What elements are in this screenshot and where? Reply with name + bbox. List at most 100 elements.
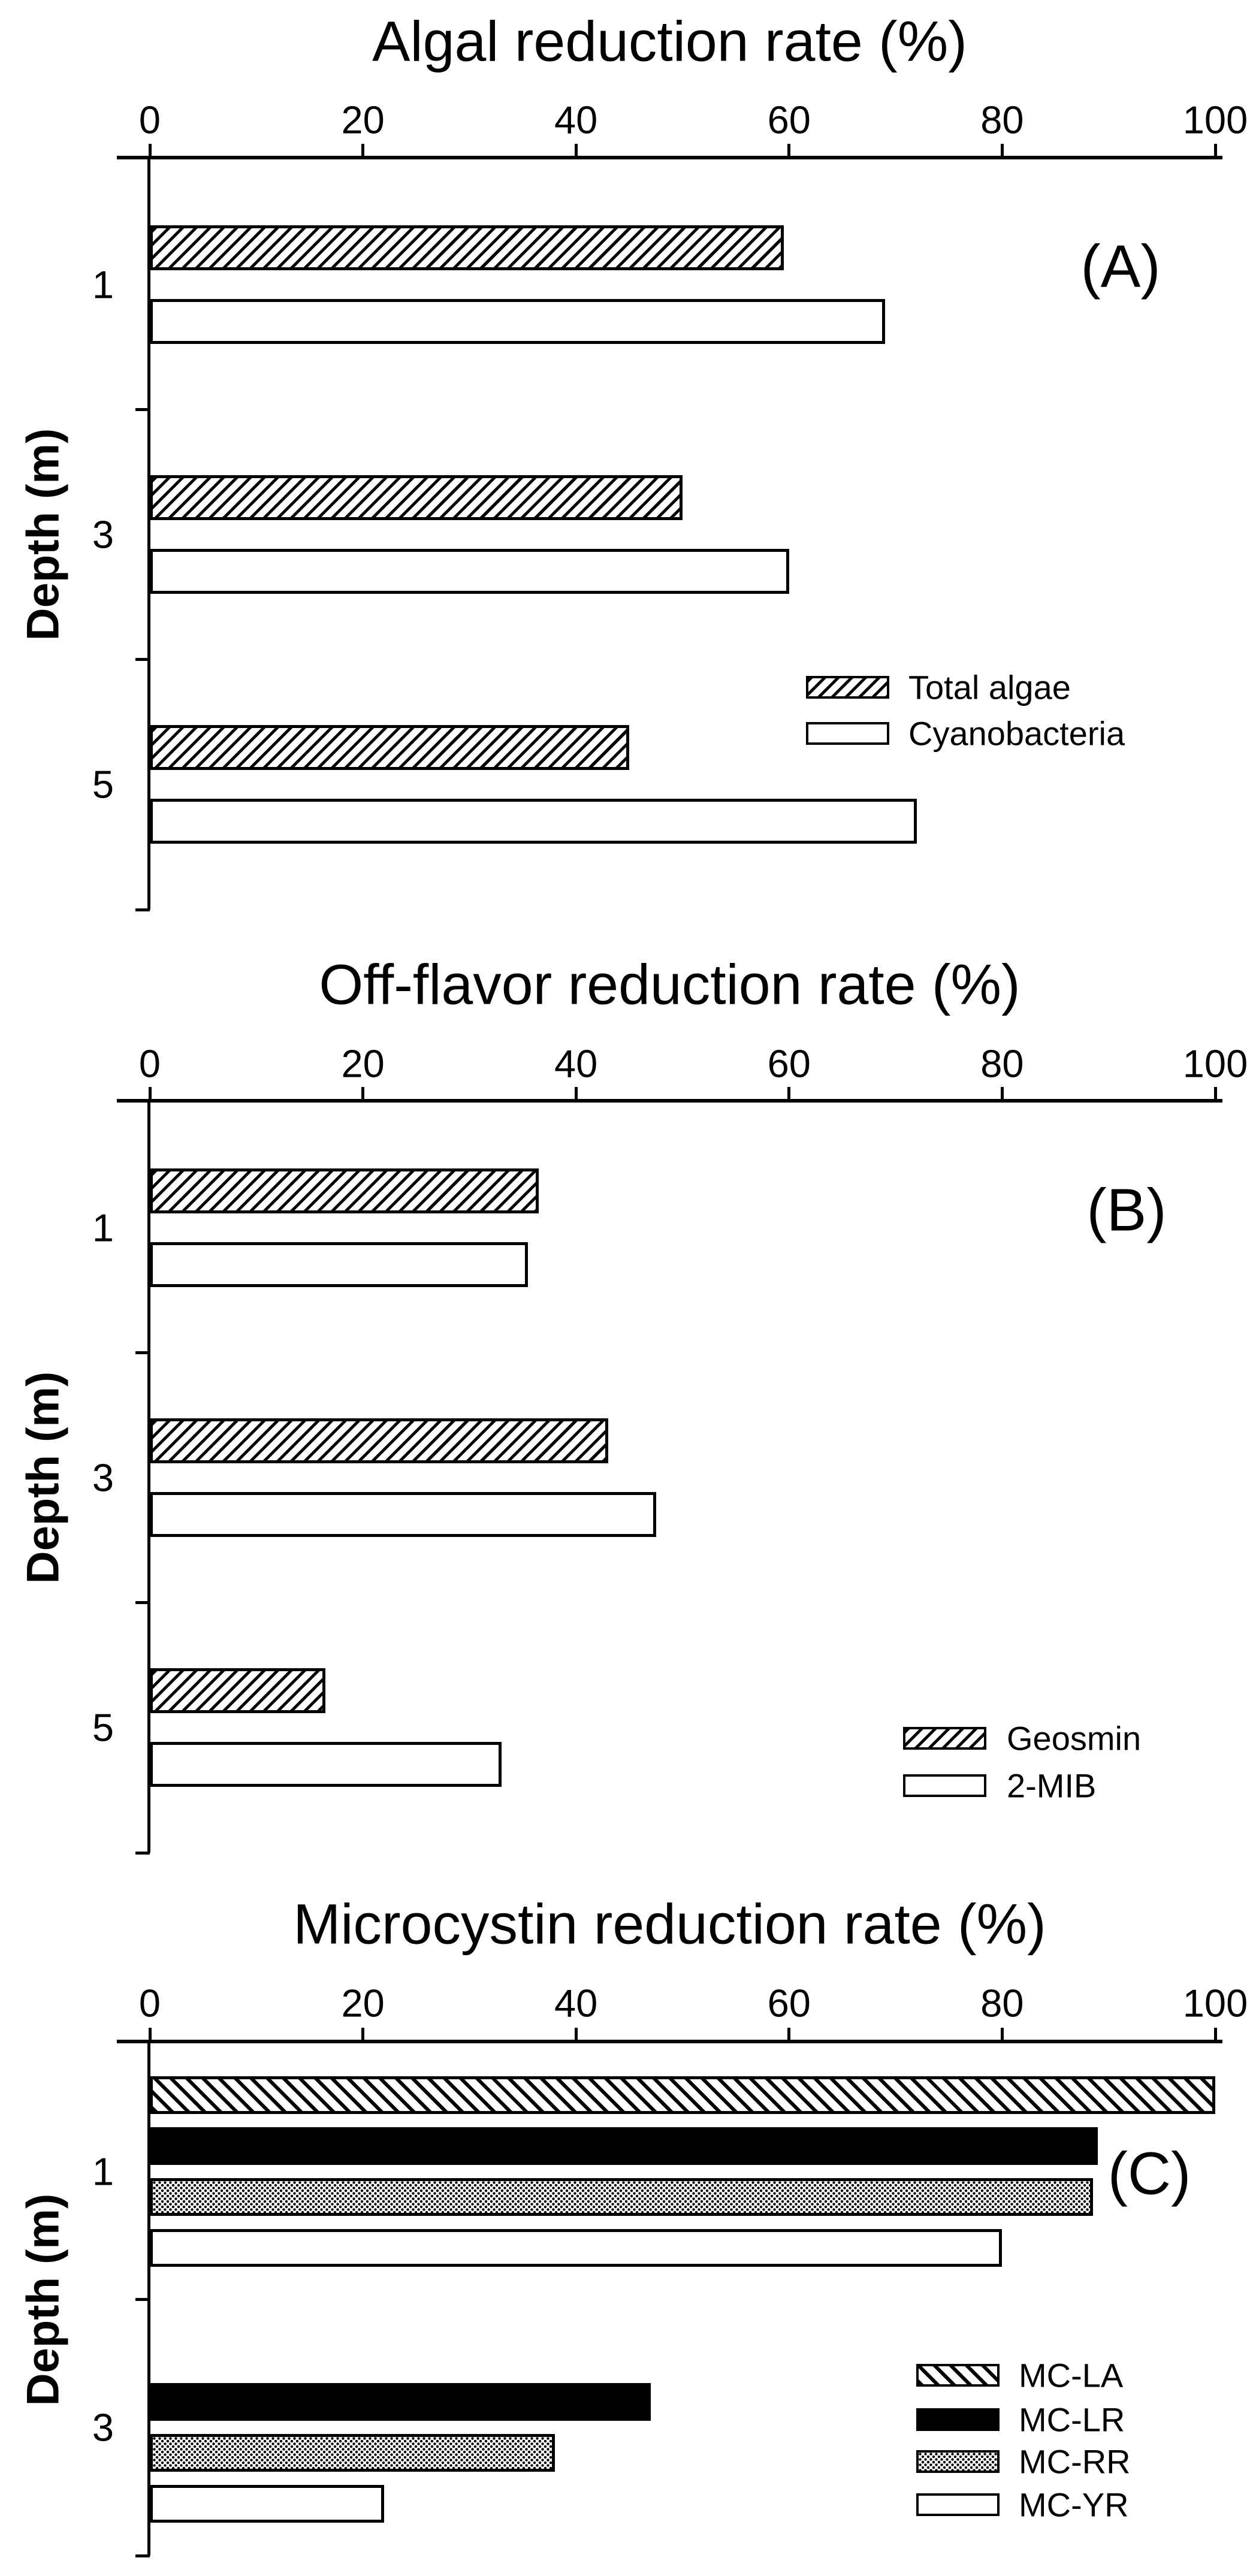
y-tick-label: 3	[92, 1455, 114, 1500]
x-tick-label: 40	[554, 1041, 598, 1086]
bar-mc-lr-depth-1	[150, 2127, 1098, 2165]
y-axis-tick	[135, 1851, 150, 1855]
x-tick-label: 80	[980, 1981, 1024, 2025]
legend-swatch-geosmin	[903, 1727, 986, 1750]
legend-label: MC-YR	[1019, 2486, 1129, 2524]
legend-label: MC-LR	[1019, 2400, 1125, 2439]
legend-label: MC-RR	[1019, 2442, 1131, 2481]
x-axis-tick	[361, 144, 365, 156]
y-axis-tick	[135, 658, 150, 662]
legend-swatch-mc-lr	[916, 2408, 1000, 2431]
x-tick-label: 0	[138, 1981, 161, 2025]
legend-label: 2-MIB	[1007, 1766, 1097, 1805]
x-axis-tick	[574, 144, 578, 156]
chart-title: Algal reduction rate (%)	[372, 10, 967, 74]
x-axis-line	[117, 1099, 1222, 1103]
bar-total-algae-depth-3	[150, 475, 683, 520]
x-tick-label: 80	[980, 1041, 1024, 1086]
legend-label: Cyanobacteria	[908, 714, 1125, 753]
x-axis-line	[117, 156, 1222, 159]
x-axis-tick	[1213, 1087, 1217, 1099]
bar-mc-la-depth-1	[150, 2076, 1215, 2114]
bar-mc-yr-depth-3	[150, 2485, 385, 2523]
bar-geosmin-depth-1	[150, 1168, 539, 1213]
legend-swatch-cyanobacteria	[806, 722, 889, 745]
y-axis-tick	[135, 407, 150, 411]
bar-2-mib-depth-5	[150, 1742, 502, 1787]
x-tick-label: 40	[554, 98, 598, 142]
panel-label: (C)	[1107, 2140, 1191, 2207]
legend-label: Total algae	[908, 668, 1071, 706]
y-tick-label: 1	[92, 262, 114, 307]
legend-swatch-mc-la	[916, 2364, 1000, 2387]
y-axis-title: Depth (m)	[17, 1371, 69, 1584]
x-tick-label: 60	[767, 98, 811, 142]
y-axis-tick	[135, 1601, 150, 1605]
x-axis-tick	[787, 1087, 791, 1099]
y-axis-line	[147, 159, 150, 910]
x-axis-line	[117, 2040, 1222, 2043]
x-axis-tick	[787, 2028, 791, 2040]
x-axis-tick	[148, 2028, 152, 2040]
y-axis-tick	[135, 908, 150, 911]
y-tick-label: 5	[92, 1705, 114, 1750]
x-tick-label: 0	[138, 98, 161, 142]
bar-mc-yr-depth-1	[150, 2228, 1003, 2267]
y-tick-label: 1	[92, 1206, 114, 1250]
x-axis-tick	[1213, 2028, 1217, 2040]
panel-label: (B)	[1086, 1176, 1167, 1244]
x-tick-label: 20	[341, 1041, 385, 1086]
y-axis-tick	[135, 1351, 150, 1354]
legend-swatch-mc-yr	[916, 2493, 1000, 2516]
bar-total-algae-depth-5	[150, 725, 630, 771]
x-axis-tick	[148, 1087, 152, 1099]
bar-cyanobacteria-depth-1	[150, 298, 885, 344]
y-axis-title: Depth (m)	[17, 428, 69, 641]
legend-label: Geosmin	[1007, 1719, 1142, 1757]
legend-swatch-total-algae	[806, 676, 889, 699]
x-axis-tick	[1213, 144, 1217, 156]
x-axis-tick	[574, 2028, 578, 2040]
chart-title: Off-flavor reduction rate (%)	[319, 953, 1021, 1017]
x-axis-tick	[1000, 2028, 1004, 2040]
x-axis-tick	[361, 2028, 365, 2040]
bar-geosmin-depth-3	[150, 1418, 608, 1463]
x-axis-tick	[574, 1087, 578, 1099]
legend-swatch-mc-rr	[916, 2450, 1000, 2473]
y-axis-tick	[135, 2554, 150, 2557]
bar-cyanobacteria-depth-3	[150, 549, 789, 594]
bar-2-mib-depth-1	[150, 1242, 529, 1287]
x-tick-label: 100	[1182, 1041, 1248, 1086]
x-tick-label: 60	[767, 1041, 811, 1086]
bar-mc-rr-depth-3	[150, 2434, 555, 2472]
bar-mc-rr-depth-1	[150, 2178, 1093, 2216]
x-tick-label: 20	[341, 98, 385, 142]
bar-2-mib-depth-3	[150, 1492, 656, 1537]
x-axis-tick	[361, 1087, 365, 1099]
x-tick-label: 20	[341, 1981, 385, 2025]
x-axis-tick	[1000, 144, 1004, 156]
y-axis-title: Depth (m)	[17, 2193, 69, 2406]
x-axis-tick	[1000, 1087, 1004, 1099]
bar-total-algae-depth-1	[150, 225, 784, 270]
x-tick-label: 40	[554, 1981, 598, 2025]
chart-title: Microcystin reduction rate (%)	[293, 1892, 1046, 1956]
legend-swatch-2-mib	[903, 1774, 986, 1797]
x-tick-label: 100	[1182, 98, 1248, 142]
y-axis-tick	[135, 2298, 150, 2301]
x-tick-label: 0	[138, 1041, 161, 1086]
panel-label: (A)	[1080, 232, 1161, 300]
y-axis-line	[147, 1103, 150, 1853]
y-tick-label: 3	[92, 512, 114, 557]
bar-geosmin-depth-5	[150, 1668, 326, 1714]
x-axis-tick	[148, 144, 152, 156]
bar-mc-lr-depth-3	[150, 2383, 651, 2421]
bar-cyanobacteria-depth-5	[150, 799, 917, 844]
x-axis-tick	[787, 144, 791, 156]
x-tick-label: 80	[980, 98, 1024, 142]
y-tick-label: 3	[92, 2405, 114, 2450]
y-tick-label: 1	[92, 2149, 114, 2194]
x-tick-label: 100	[1182, 1981, 1248, 2025]
y-tick-label: 5	[92, 762, 114, 807]
